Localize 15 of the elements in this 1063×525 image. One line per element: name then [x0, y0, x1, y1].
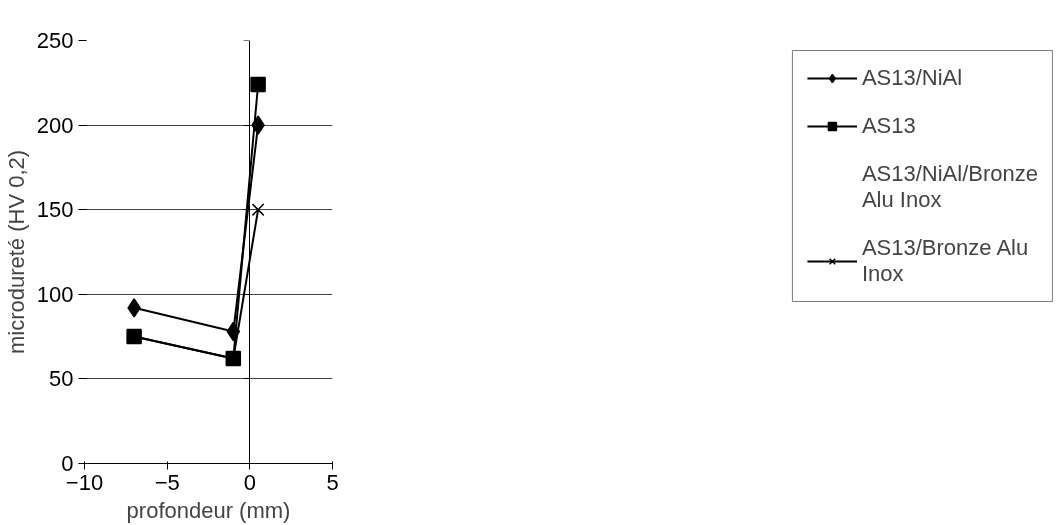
x-axis-title: profondeur (mm) — [126, 497, 291, 523]
y-tick-label: 100 — [36, 281, 74, 307]
x-tick-label: −5 — [154, 469, 180, 495]
text: AS13/NiAl/Bronze Alu Inox — [861, 161, 1038, 213]
y-tick-label: 250 — [36, 28, 74, 53]
y-axis-title: microdureté (HV 0,2) — [3, 149, 29, 355]
y-tick-label: 150 — [36, 197, 74, 223]
y-tick-label: 50 — [49, 366, 74, 392]
y-tick-label: 0 — [61, 451, 74, 476]
legend-label: AS13/Bronze Alu Inox — [861, 235, 1029, 287]
legend-label: AS13/NiAl — [861, 65, 963, 91]
y-tick-label: 200 — [36, 112, 74, 138]
legend-label: AS13 — [861, 113, 916, 139]
x-tick-label: 5 — [326, 469, 339, 495]
x-tick-label: 0 — [243, 469, 256, 495]
